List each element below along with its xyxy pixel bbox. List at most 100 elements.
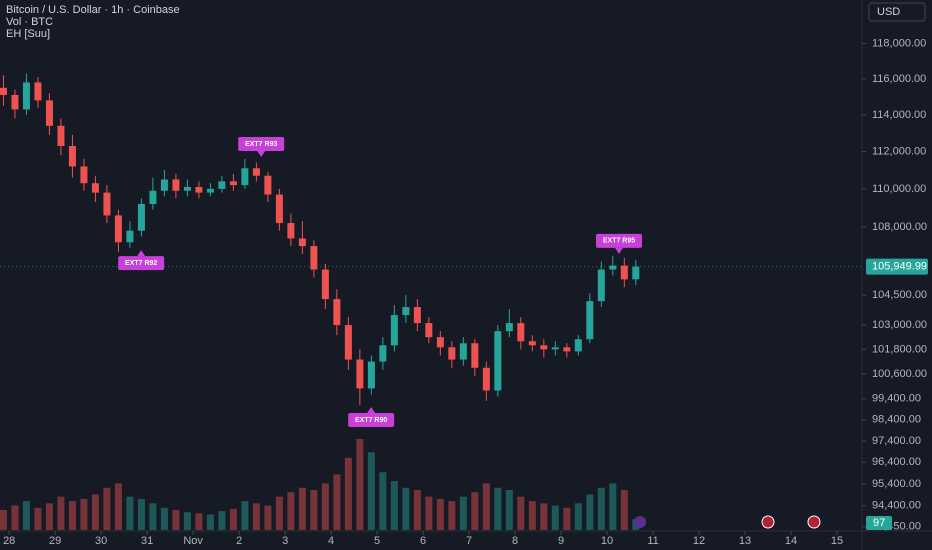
volume-bar	[517, 496, 525, 530]
candle-body	[379, 345, 387, 362]
candle-body	[540, 345, 548, 350]
x-tick-label: 13	[739, 535, 751, 547]
x-tick-label: 14	[785, 535, 797, 547]
volume-bar	[344, 457, 352, 530]
volume-bar	[11, 505, 19, 530]
candle-body	[494, 331, 502, 391]
volume-bar	[57, 496, 65, 530]
volume-bar	[425, 496, 433, 530]
candle-body	[80, 166, 88, 184]
volume-bar	[91, 494, 99, 530]
candle-body	[482, 367, 490, 391]
candle-body	[172, 179, 180, 191]
candle-body	[298, 238, 306, 247]
currency-label[interactable]: USD	[877, 6, 900, 18]
candle-body	[310, 246, 318, 270]
volume-bar	[448, 501, 456, 530]
y-tick-label: 110,000.00	[872, 183, 926, 195]
currency-button[interactable]	[868, 2, 926, 22]
candle-body	[620, 265, 628, 280]
volume-bar	[126, 496, 134, 530]
candle-body	[551, 347, 559, 350]
x-tick-label: 6	[420, 535, 426, 547]
annotation-box	[596, 233, 643, 248]
volume-bar	[45, 503, 53, 530]
x-tick-label: 10	[601, 535, 613, 547]
annotation-label: EXT7 R93	[245, 141, 277, 148]
candle-body	[126, 230, 134, 243]
volume-bar	[275, 496, 283, 530]
volume-bar	[137, 498, 145, 530]
y-tick-label: 99,400.00	[872, 393, 921, 405]
volume-bar	[241, 501, 249, 530]
y-tick-label: 104,500.00	[872, 289, 927, 301]
y-tick-label: 96,400.00	[872, 456, 921, 468]
volume-bar	[459, 496, 467, 530]
event-flag[interactable]	[761, 515, 775, 529]
icons	[634, 515, 821, 529]
lightning-icon[interactable]	[634, 516, 646, 528]
x-tick-label: 8	[512, 535, 518, 547]
volume-bar	[551, 505, 559, 530]
y-tick-label: 116,000.00	[872, 73, 926, 85]
candle-body	[597, 269, 605, 302]
last-volume-label: 97	[873, 517, 885, 529]
volume-bar	[298, 487, 306, 530]
annotation-box	[238, 136, 285, 151]
y-tick-label: 118,000.00	[872, 37, 926, 49]
volume-bar	[218, 511, 226, 530]
candle-body	[218, 181, 226, 189]
last-price-badge	[866, 258, 928, 275]
volume-bar	[22, 501, 30, 530]
x-tick-label: 5	[374, 535, 380, 547]
candle-body	[287, 223, 295, 239]
candle-body	[160, 179, 168, 191]
volume-bar	[379, 472, 387, 530]
volume-bar	[80, 498, 88, 530]
x-tick-label: 11	[647, 535, 658, 547]
indicator-title: EH [Suu]	[6, 28, 50, 40]
volume-bar	[436, 498, 444, 530]
candle-body	[356, 359, 364, 389]
y-tick-label: 108,000.00	[872, 221, 927, 233]
volume-bar	[149, 503, 157, 530]
candle-body	[264, 175, 272, 195]
event-flag[interactable]	[807, 515, 821, 529]
x-tick-label: 3	[282, 535, 288, 547]
candle-body	[34, 82, 42, 101]
annotation-pointer	[257, 150, 266, 157]
y-tick-label: 94,400.00	[872, 500, 921, 512]
candle-body	[229, 181, 237, 186]
candle-body	[137, 203, 145, 231]
y-tick-label: 112,000.00	[872, 145, 926, 157]
y-tick-label: 100,600.00	[872, 368, 927, 380]
candle-body	[344, 325, 352, 360]
y-tick-label: 97,400.00	[872, 435, 921, 447]
candle-body	[367, 361, 375, 389]
candle-body	[632, 266, 640, 280]
volume-bar	[586, 494, 594, 530]
volume-bar	[390, 481, 398, 530]
candle-body	[413, 307, 421, 324]
volume-title: Vol · BTC	[6, 16, 53, 28]
annotation-pointer	[615, 247, 624, 254]
volume-bar	[482, 483, 490, 530]
volume-bar	[620, 490, 628, 530]
volume-bar	[494, 487, 502, 530]
x-tick-label: 15	[831, 535, 843, 547]
candle-body	[91, 183, 99, 193]
volume-bar	[333, 474, 341, 530]
plot: EXT7 R92 EXT7 R93 EXT7 R90 EXT7 R95	[0, 73, 643, 530]
volume-bar	[206, 514, 214, 530]
candle-body	[183, 186, 191, 191]
volume-bar	[367, 452, 375, 530]
volume-bar	[540, 503, 548, 530]
y-tick-label: 95,400.00	[872, 478, 921, 490]
candle-body	[436, 337, 444, 348]
candle-body	[402, 307, 410, 316]
candle-body	[609, 265, 617, 270]
volume-bar	[252, 503, 260, 530]
x-tick-label: 31	[141, 535, 153, 547]
